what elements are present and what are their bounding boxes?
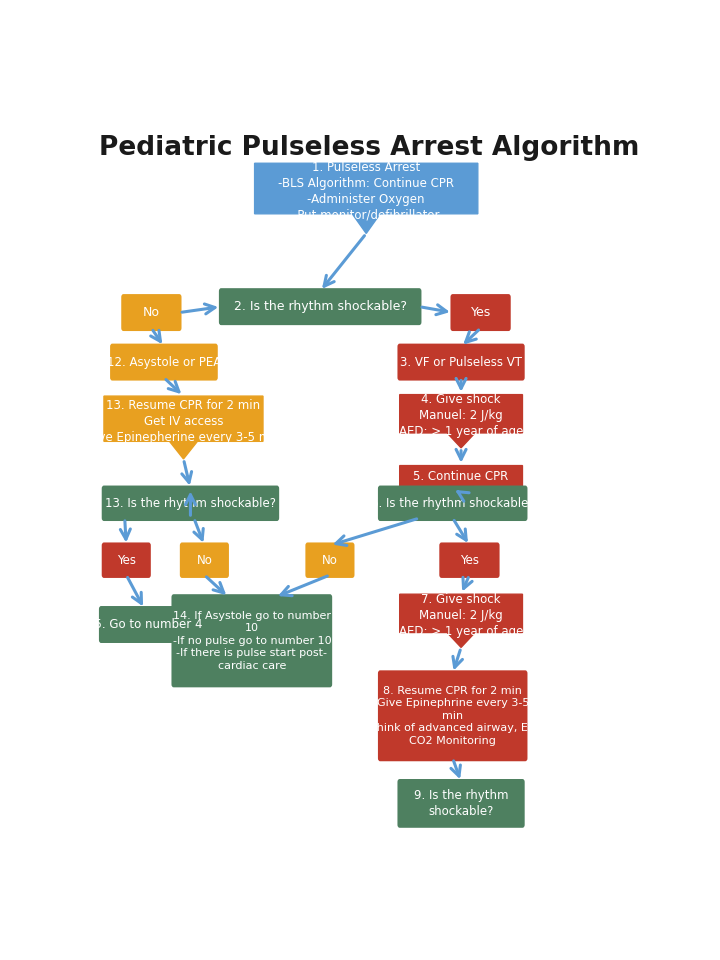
Text: 13. Is the rhythm shockable?: 13. Is the rhythm shockable? [105,496,276,510]
FancyBboxPatch shape [305,542,354,578]
Text: No: No [197,554,212,566]
FancyBboxPatch shape [378,670,528,761]
Text: 1. Pulseless Arrest
-BLS Algorithm: Continue CPR
-Administer Oxygen
-Put monitor: 1. Pulseless Arrest -BLS Algorithm: Cont… [278,161,454,222]
FancyBboxPatch shape [102,542,150,578]
FancyBboxPatch shape [451,294,510,331]
FancyBboxPatch shape [378,486,528,521]
Text: Yes: Yes [470,306,491,319]
Polygon shape [255,163,478,233]
FancyBboxPatch shape [110,344,217,380]
Text: 2. Is the rhythm shockable?: 2. Is the rhythm shockable? [234,300,407,313]
Text: 7. Give shock
Manuel: 2 J/kg
AED: > 1 year of age: 7. Give shock Manuel: 2 J/kg AED: > 1 ye… [399,593,523,638]
Text: 13. Resume CPR for 2 min
Get IV access
Give Epinepherine every 3-5 min: 13. Resume CPR for 2 min Get IV access G… [86,398,281,444]
Text: 4. Give shock
Manuel: 2 J/kg
AED: > 1 year of age: 4. Give shock Manuel: 2 J/kg AED: > 1 ye… [399,394,523,439]
FancyBboxPatch shape [121,294,181,331]
FancyBboxPatch shape [99,606,190,643]
Text: Yes: Yes [460,554,479,566]
Text: 9. Is the rhythm
shockable?: 9. Is the rhythm shockable? [414,789,508,818]
Text: Yes: Yes [117,554,136,566]
Text: 14. If Asystole go to number
10
-If no pulse go to number 10
-If there is pulse : 14. If Asystole go to number 10 -If no p… [173,611,331,671]
FancyBboxPatch shape [439,542,500,578]
Polygon shape [400,594,523,647]
Text: 8. Resume CPR for 2 min
Give Epinephrine every 3-5
min
Think of advanced airway,: 8. Resume CPR for 2 min Give Epinephrine… [370,686,535,746]
Text: No: No [322,554,338,566]
Text: Pediatric Pulseless Arrest Algorithm: Pediatric Pulseless Arrest Algorithm [99,135,639,161]
Polygon shape [104,396,263,459]
Text: 12. Asystole or PEA: 12. Asystole or PEA [107,355,221,369]
Text: 6. Is the rhythm shockable?: 6. Is the rhythm shockable? [371,496,534,510]
Polygon shape [400,395,523,447]
FancyBboxPatch shape [397,779,525,828]
FancyBboxPatch shape [219,288,421,325]
FancyBboxPatch shape [180,542,229,578]
FancyBboxPatch shape [397,344,525,380]
Text: 5. Continue CPR: 5. Continue CPR [413,470,509,483]
Text: 3. VF or Pulseless VT: 3. VF or Pulseless VT [400,355,522,369]
Text: 15. Go to number 4: 15. Go to number 4 [86,618,202,631]
FancyBboxPatch shape [171,594,332,687]
FancyBboxPatch shape [102,486,279,521]
Text: No: No [143,306,160,319]
Polygon shape [400,466,523,493]
